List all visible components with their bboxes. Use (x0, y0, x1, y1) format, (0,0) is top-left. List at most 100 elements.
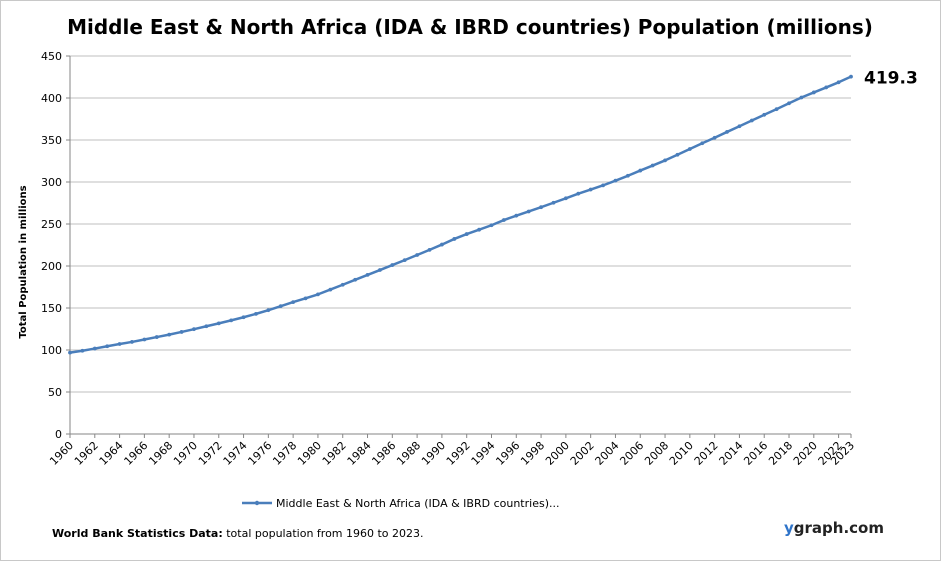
x-tick-label: 1994 (469, 439, 498, 468)
data-point (229, 318, 234, 323)
data-point (464, 232, 469, 236)
data-point (291, 300, 296, 305)
data-point (192, 327, 196, 332)
x-tick-label: 2004 (593, 439, 622, 468)
annotations: 419.3 (864, 69, 918, 89)
x-tick-label: 1992 (444, 439, 473, 468)
chart-title: Middle East & North Africa (IDA & IBRD c… (67, 15, 873, 39)
x-tick-label: 2006 (617, 439, 646, 468)
data-point (117, 342, 122, 346)
y-tick-label: 150 (41, 302, 62, 315)
data-point (601, 183, 605, 188)
data-point (514, 213, 519, 218)
data-point (266, 308, 271, 313)
data-point (799, 95, 804, 100)
data-point (836, 80, 841, 85)
value-annotation: 419.3 (864, 69, 918, 89)
data-point (316, 292, 320, 297)
data-point (638, 168, 643, 173)
axes (66, 55, 852, 438)
data-point (130, 340, 134, 344)
y-tick-labels: 0 50 100 150 200 250 300 350 400 450 (41, 50, 62, 441)
data-point (737, 124, 742, 129)
data-point (824, 85, 829, 90)
x-tick-label: 1996 (493, 439, 522, 468)
x-tick-label: 1990 (419, 439, 448, 468)
x-tick-label: 1988 (394, 439, 423, 468)
legend-swatch-marker (254, 500, 260, 506)
data-point (278, 304, 283, 309)
data-point (328, 287, 333, 292)
data-point (762, 112, 767, 117)
data-point (725, 130, 729, 134)
x-tick-label: 1978 (270, 439, 299, 468)
data-point (390, 263, 395, 267)
y-tick-label: 50 (48, 386, 62, 399)
data-point (353, 277, 358, 282)
y-tick-label: 200 (41, 260, 62, 273)
data-point (440, 242, 444, 247)
data-point (712, 135, 717, 140)
x-tick-label: 2012 (692, 439, 721, 468)
data-point (501, 218, 506, 222)
data-point (700, 141, 705, 146)
footer-label: World Bank Statistics Data: (52, 527, 223, 540)
x-tick-label: 1986 (369, 439, 398, 468)
series-group (68, 74, 853, 355)
data-point (576, 191, 581, 196)
brand-logo: ygraph.com (784, 519, 884, 537)
x-tick-label: 1966 (122, 439, 151, 468)
data-point (154, 335, 159, 339)
data-point (241, 315, 246, 320)
x-tick-label: 1964 (97, 439, 126, 468)
x-tick-label: 2020 (791, 439, 820, 468)
data-point (539, 205, 543, 210)
series-line (69, 75, 852, 354)
x-tick-label: 2014 (717, 439, 746, 468)
data-point (254, 311, 258, 316)
footer-note: World Bank Statistics Data: total popula… (52, 527, 424, 540)
data-point (551, 200, 556, 205)
x-tick-label: 1982 (320, 439, 349, 468)
data-point (167, 332, 172, 337)
x-tick-label: 2008 (642, 439, 671, 468)
x-tick-label: 2002 (568, 439, 597, 468)
y-tick-label: 100 (41, 344, 62, 357)
x-tick-label: 1968 (146, 439, 175, 468)
data-point (204, 324, 209, 329)
data-point (142, 337, 147, 342)
data-point (675, 152, 680, 157)
x-tick-label: 1962 (72, 439, 101, 468)
data-point (216, 321, 221, 326)
data-point (80, 348, 85, 353)
legend-entry: Middle East & North Africa (IDA & IBRD c… (276, 497, 559, 510)
x-tick-label: 1980 (295, 439, 324, 468)
data-point (365, 273, 370, 277)
data-point (303, 296, 308, 301)
data-point (452, 237, 457, 241)
legend: Middle East & North Africa (IDA & IBRD c… (242, 497, 559, 510)
brand-logo-text: graph.com (793, 519, 884, 537)
data-point (749, 118, 754, 123)
x-tick-label: 1998 (518, 439, 547, 468)
data-point (340, 282, 345, 287)
x-tick-label: 1974 (221, 439, 250, 468)
x-tick-label: 2000 (543, 439, 572, 468)
data-point (563, 196, 568, 201)
data-point (378, 268, 382, 272)
x-tick-label: 2016 (741, 439, 770, 468)
y-tick-label: 300 (41, 176, 62, 189)
data-point (663, 158, 667, 163)
data-point (687, 147, 692, 151)
data-point (811, 90, 816, 95)
x-tick-label: 1960 (47, 439, 76, 468)
brand-logo-y: y (784, 519, 794, 537)
data-point (415, 253, 420, 257)
data-point (588, 187, 593, 192)
data-point (427, 247, 432, 252)
y-axis-label: Total Population in millions (18, 185, 29, 338)
gridlines (70, 55, 851, 393)
data-point (650, 163, 655, 168)
y-tick-label: 400 (41, 92, 62, 105)
